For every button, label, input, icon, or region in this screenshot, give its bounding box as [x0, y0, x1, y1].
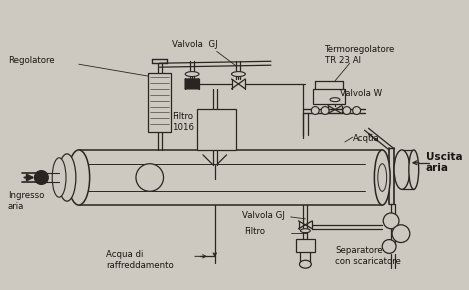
- Ellipse shape: [330, 98, 340, 102]
- Ellipse shape: [232, 72, 245, 77]
- Polygon shape: [185, 79, 199, 89]
- Bar: [313, 89, 345, 104]
- Text: Acqua di
raffreddamento: Acqua di raffreddamento: [106, 250, 174, 270]
- Ellipse shape: [300, 260, 311, 268]
- Text: Regolatore: Regolatore: [8, 56, 54, 65]
- Ellipse shape: [378, 164, 386, 191]
- Circle shape: [136, 164, 164, 191]
- Bar: [295, 239, 315, 252]
- Text: Filtro: Filtro: [244, 227, 265, 236]
- Polygon shape: [185, 79, 199, 89]
- Ellipse shape: [58, 154, 76, 201]
- Bar: [148, 73, 171, 132]
- Text: Separatore
con scaricatore: Separatore con scaricatore: [335, 246, 401, 266]
- Ellipse shape: [68, 150, 90, 205]
- Circle shape: [311, 107, 319, 115]
- Ellipse shape: [301, 229, 310, 233]
- Text: Valvola GJ: Valvola GJ: [242, 211, 285, 220]
- Text: Valvola  GJ: Valvola GJ: [172, 40, 218, 49]
- Ellipse shape: [409, 150, 419, 189]
- Text: Ingresso
aria: Ingresso aria: [8, 191, 44, 211]
- Ellipse shape: [394, 150, 410, 189]
- Circle shape: [321, 107, 329, 115]
- Circle shape: [392, 225, 410, 242]
- Text: Termoregolatore
TR 23 Al: Termoregolatore TR 23 Al: [325, 46, 395, 65]
- Bar: [197, 108, 236, 150]
- Circle shape: [383, 213, 399, 229]
- Circle shape: [382, 240, 396, 253]
- Ellipse shape: [374, 150, 390, 205]
- Circle shape: [343, 107, 351, 115]
- Text: Acqua: Acqua: [353, 134, 379, 143]
- Ellipse shape: [185, 72, 199, 77]
- Text: Uscita
aria: Uscita aria: [425, 152, 462, 173]
- Text: Valvola W: Valvola W: [340, 89, 382, 98]
- Circle shape: [35, 171, 48, 184]
- Text: Filtro
1016: Filtro 1016: [173, 113, 195, 132]
- Ellipse shape: [52, 158, 66, 197]
- Circle shape: [353, 107, 361, 115]
